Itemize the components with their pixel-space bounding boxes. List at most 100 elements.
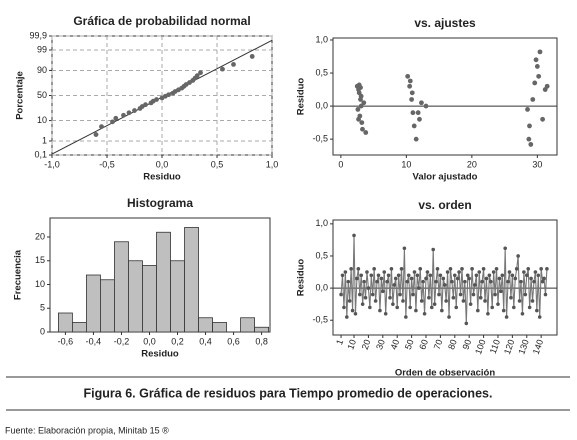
point (358, 103, 364, 109)
point (432, 302, 437, 306)
point (532, 80, 538, 86)
x-tick-label: 20 (467, 159, 477, 169)
x-tick-label: 10 (345, 338, 358, 351)
point (474, 273, 479, 278)
point (378, 308, 382, 313)
point (536, 273, 541, 278)
bar (254, 326, 269, 333)
point (419, 100, 424, 106)
point (411, 123, 417, 129)
point (470, 267, 474, 271)
point (198, 70, 203, 76)
x-tick-label: 0,4 (199, 336, 212, 346)
point (516, 254, 520, 258)
x-tick-label: 0,8 (255, 336, 268, 346)
bar (240, 317, 255, 333)
point (535, 308, 539, 313)
y-tick-label: 50 (37, 90, 47, 100)
bar (212, 322, 227, 333)
point (369, 273, 374, 278)
point (423, 103, 429, 109)
point (486, 311, 490, 316)
point (465, 273, 470, 278)
point (415, 110, 421, 116)
point (401, 299, 405, 303)
x-axis-label: Orden de observación (395, 368, 496, 379)
point (418, 267, 423, 271)
bar (184, 227, 199, 333)
point (220, 66, 225, 72)
point (448, 267, 453, 271)
x-tick-label: 130 (516, 338, 531, 356)
x-axis-label: Residuo (143, 172, 181, 183)
point (396, 273, 401, 278)
bar (156, 231, 171, 333)
point (500, 273, 505, 278)
point (520, 311, 525, 316)
point (412, 270, 417, 274)
point (526, 136, 532, 142)
point (477, 270, 482, 274)
bar (100, 279, 115, 333)
point (545, 267, 549, 271)
point (194, 73, 200, 79)
point (544, 83, 550, 89)
point (540, 279, 545, 284)
point (365, 270, 369, 274)
point (339, 292, 343, 297)
x-tick-label: 40 (388, 338, 401, 351)
point (536, 73, 542, 79)
point (527, 305, 532, 310)
x-tick-label: 70 (432, 338, 445, 351)
point (360, 126, 365, 132)
point (113, 115, 119, 121)
point (530, 97, 536, 102)
point (504, 315, 509, 319)
point (421, 279, 425, 284)
x-tick-label: 0,6 (227, 336, 240, 346)
point (347, 299, 352, 303)
point (93, 132, 99, 137)
point (391, 302, 395, 306)
point (543, 292, 548, 297)
point (410, 110, 416, 116)
y-tick-label: 15 (35, 255, 45, 265)
plot-area (332, 219, 558, 336)
bar (142, 265, 157, 333)
point (457, 270, 461, 274)
point (345, 315, 349, 319)
point (519, 279, 523, 284)
point (493, 292, 497, 297)
x-axis-label: Valor ajustado (413, 172, 478, 183)
point (527, 123, 532, 129)
x-tick-label: 50 (403, 338, 416, 351)
point (110, 119, 115, 125)
x-tick-label: -0,2 (114, 336, 130, 346)
point (355, 276, 359, 281)
x-tick-label: 1 (334, 338, 345, 346)
x-tick-label: 1,0 (266, 159, 279, 169)
bar (114, 241, 129, 333)
y-tick-label: 0,0 (315, 100, 328, 110)
point (496, 302, 500, 306)
point (512, 305, 516, 310)
point (382, 270, 387, 274)
point (522, 270, 526, 274)
point (360, 302, 365, 306)
point (405, 73, 411, 79)
point (452, 273, 457, 278)
point (392, 283, 397, 287)
point (411, 292, 415, 297)
point (526, 267, 531, 271)
point (437, 292, 441, 297)
bar (128, 260, 143, 333)
point (358, 85, 363, 90)
point (441, 276, 446, 281)
point (529, 276, 533, 281)
point (425, 270, 430, 274)
y-tick-label: 0,5 (315, 250, 328, 260)
point (513, 276, 518, 281)
point (359, 273, 364, 278)
y-tick-label: 1,0 (315, 218, 328, 228)
